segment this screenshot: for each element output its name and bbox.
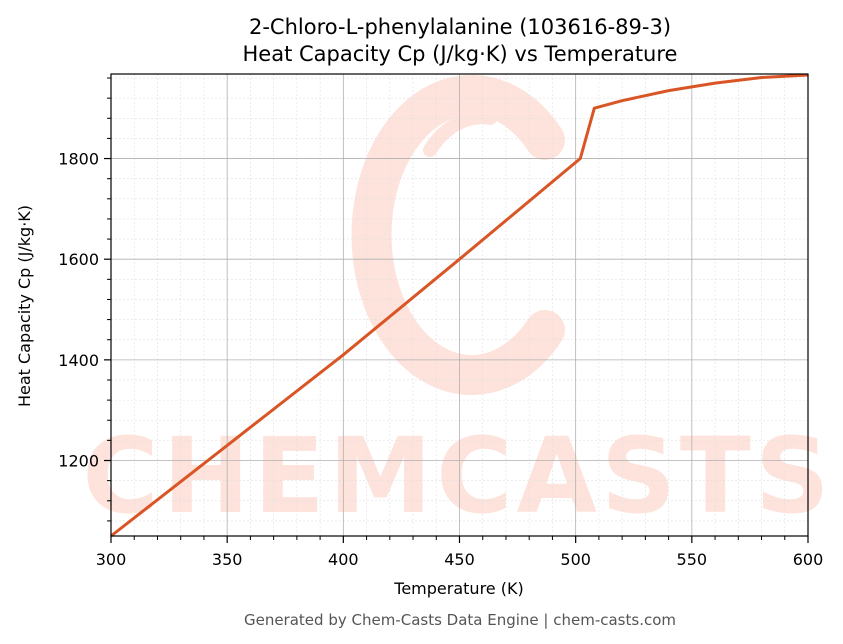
- y-axis-label: Heat Capacity Cp (J/kg·K): [15, 205, 34, 407]
- watermark-logo-icon: [351, 75, 565, 395]
- watermark-text: CHEMCASTS: [82, 415, 833, 537]
- x-tick-label: 550: [677, 550, 708, 569]
- x-tick-label: 300: [96, 550, 127, 569]
- footer-credit: Generated by Chem-Casts Data Engine | ch…: [244, 611, 676, 629]
- y-tick-label: 1400: [58, 351, 99, 370]
- y-tick-label: 1800: [58, 150, 99, 169]
- axis-ticks: [104, 77, 809, 543]
- x-tick-label: 600: [793, 550, 824, 569]
- watermark: CHEMCASTS: [82, 75, 833, 537]
- axis-tick-labels: 300 350 400 450 500 550 600 1200 1400 1600 1800: [58, 150, 823, 569]
- x-tick-label: 400: [328, 550, 359, 569]
- chart-title-line1: 2-Chloro-L-phenylalanine (103616-89-3): [249, 15, 671, 39]
- y-tick-label: 1200: [58, 452, 99, 471]
- chart-title-line2: Heat Capacity Cp (J/kg·K) vs Temperature: [243, 42, 678, 66]
- x-tick-label: 500: [560, 550, 591, 569]
- x-tick-label: 450: [444, 550, 475, 569]
- x-tick-label: 350: [212, 550, 243, 569]
- y-tick-label: 1600: [58, 250, 99, 269]
- x-axis-label: Temperature (K): [393, 579, 523, 598]
- heat-capacity-line: [110, 73, 809, 538]
